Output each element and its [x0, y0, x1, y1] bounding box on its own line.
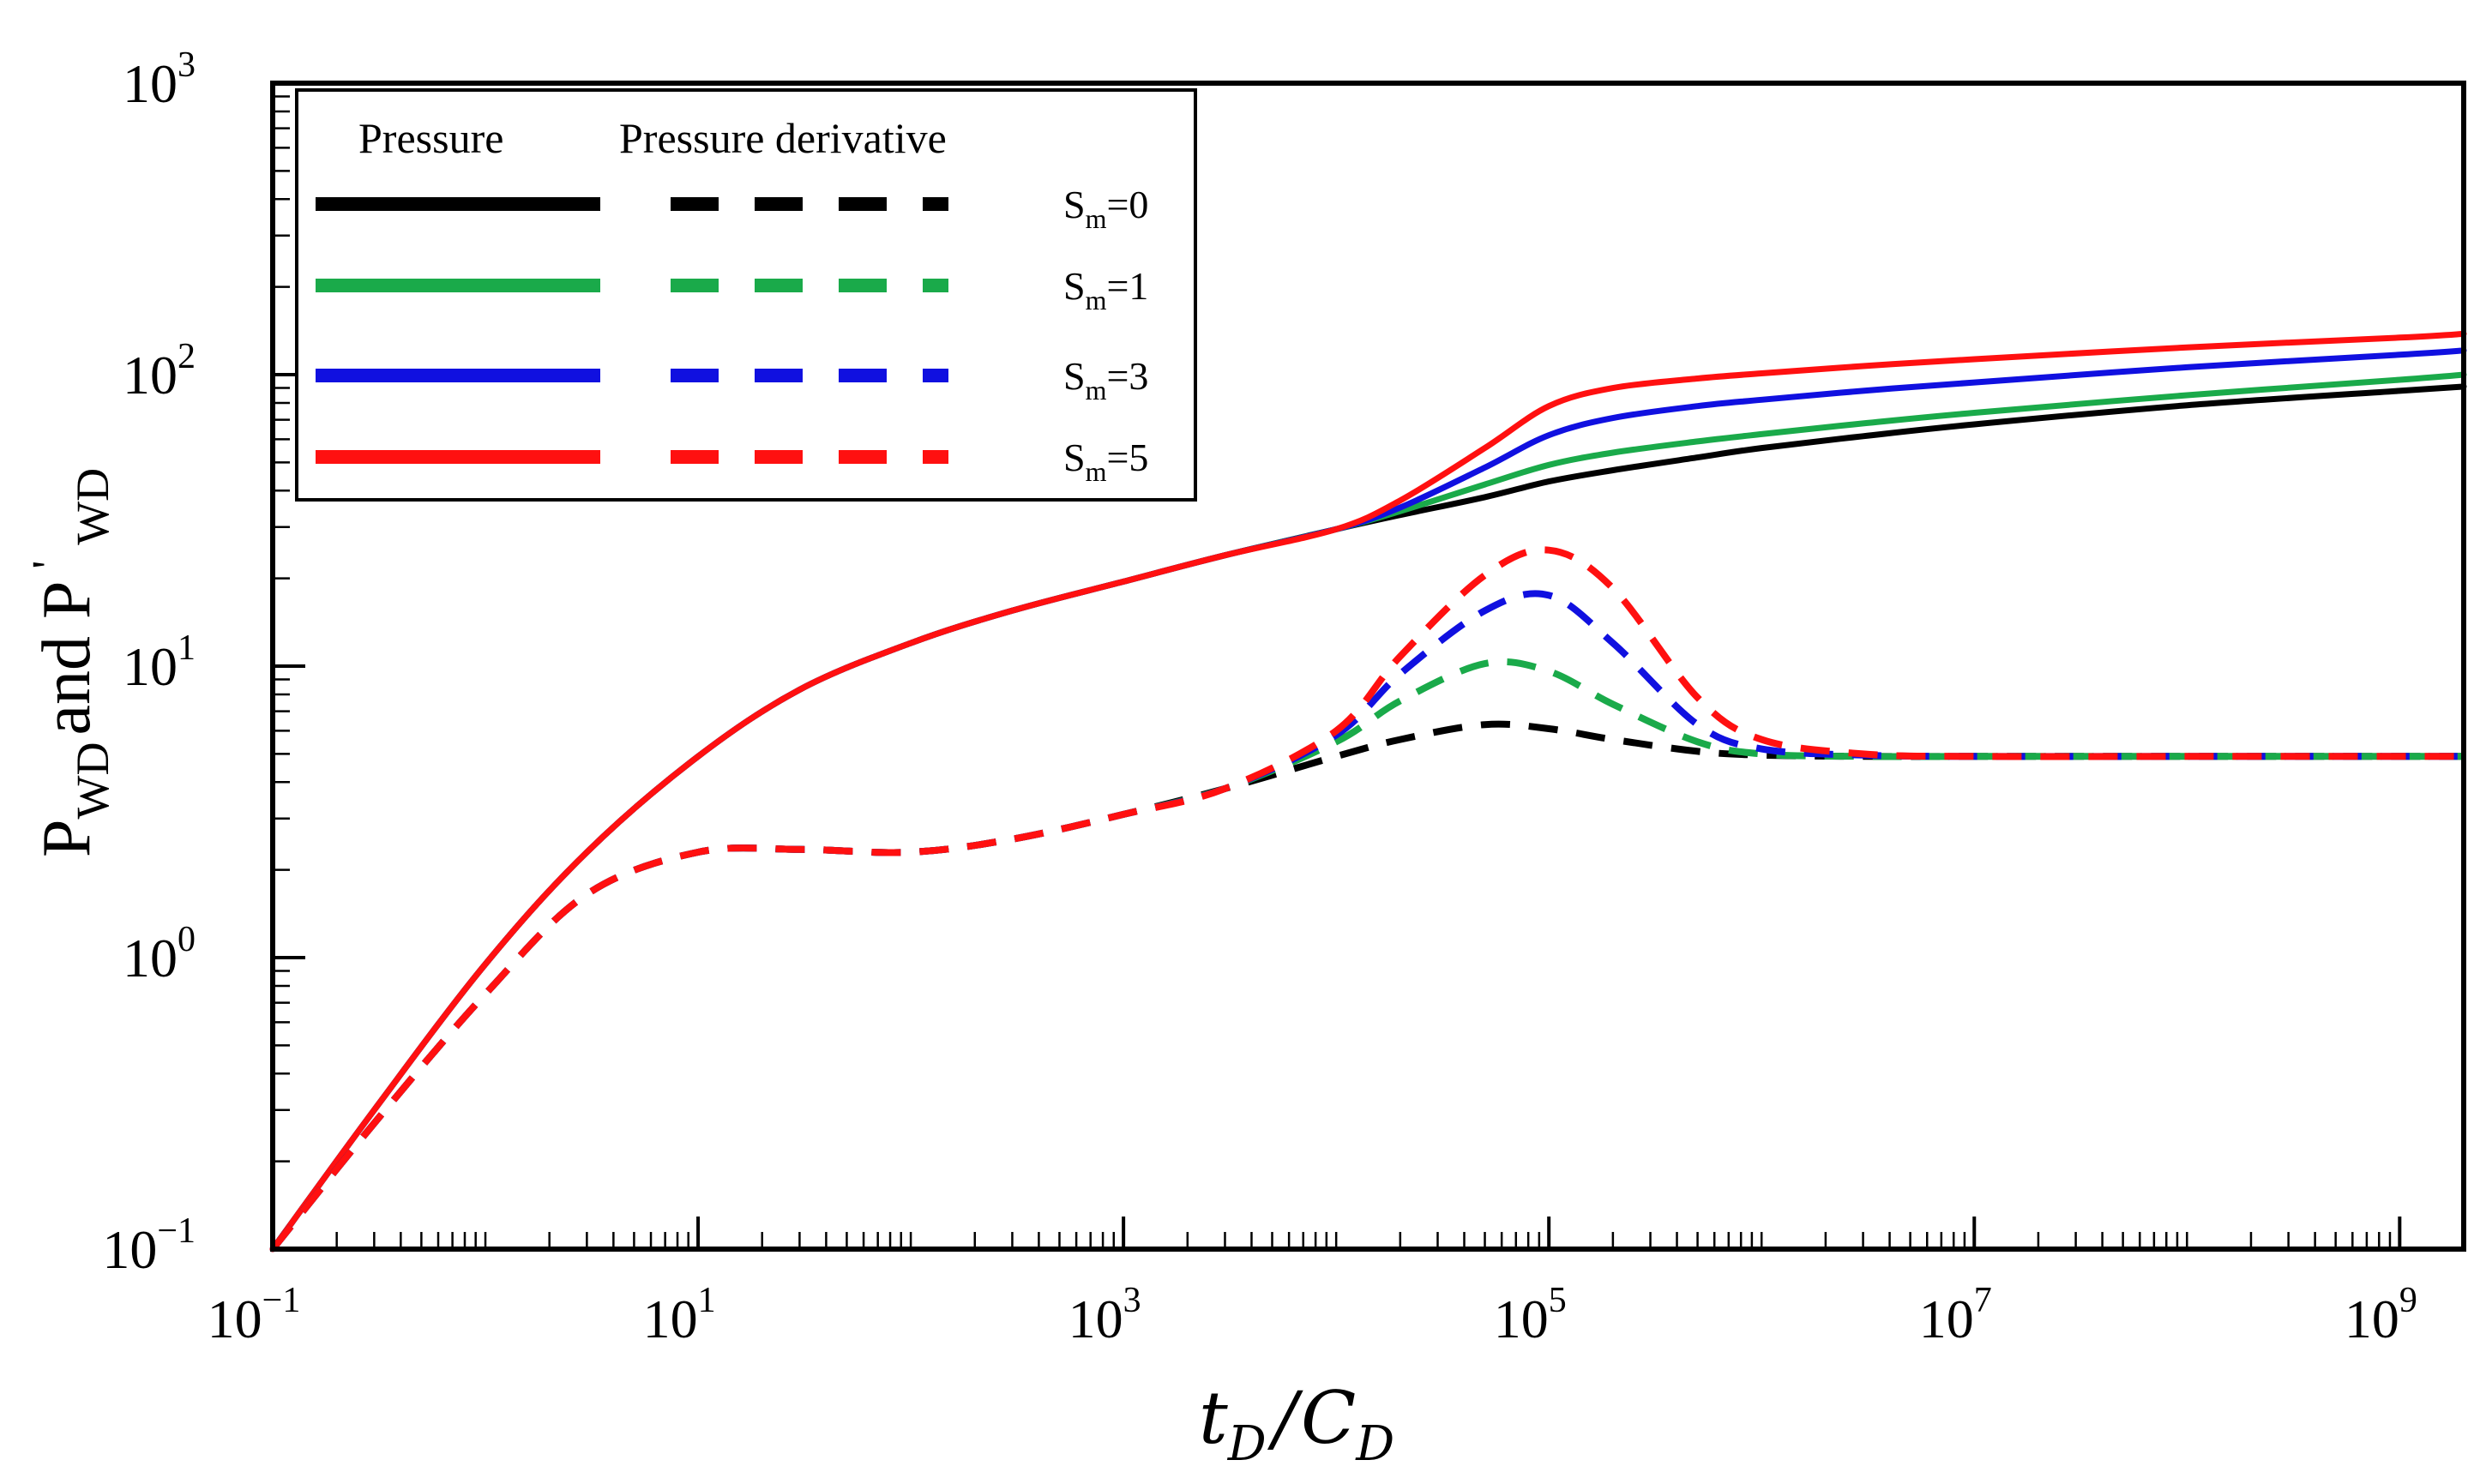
plot-frame	[270, 81, 2466, 1252]
curves	[269, 330, 2467, 1253]
x-tick-label: 10−1	[208, 1281, 301, 1349]
legend-header-derivative: Pressure derivative	[619, 114, 947, 162]
x-tick-label: 105	[1494, 1281, 1567, 1349]
x-label-t-sub: D	[1227, 1416, 1267, 1472]
y-tick-label: 103	[123, 45, 196, 114]
y-tick-labels: 10−1 100 101 102 103	[102, 45, 196, 1280]
x-axis-label: tD/CD	[1199, 1376, 1394, 1472]
legend-header-pressure: Pressure	[358, 114, 503, 162]
x-tick-label: 109	[2345, 1281, 2417, 1349]
x-label-c: C	[1301, 1376, 1356, 1460]
minor-ticks	[271, 95, 2465, 1251]
legend-box	[295, 88, 1197, 502]
y-tick-label: 102	[123, 337, 196, 406]
x-label-t: t	[1199, 1376, 1228, 1460]
legend-entry-label: Sm=1	[1063, 264, 1148, 315]
y-tick-label: 10−1	[102, 1211, 196, 1280]
pressure-curve	[269, 330, 2467, 1253]
y-label-prime: '	[22, 561, 74, 569]
legend-entry-label: Sm=5	[1063, 436, 1148, 487]
x-tick-labels: 10−1 101 103 105 107 109	[208, 1281, 2417, 1349]
x-label-slash: /	[1267, 1376, 1304, 1460]
y-tick-label: 100	[123, 920, 196, 988]
x-tick-label: 107	[1919, 1281, 1992, 1349]
y-axis-label: PWDand P'WD	[22, 468, 118, 857]
legend: Pressure Pressure derivative Sm=0Sm=1Sm=…	[295, 88, 1197, 502]
legend-entry-label: Sm=3	[1063, 354, 1148, 406]
y-label-mid: and P	[29, 581, 105, 736]
y-label-sub2: WD	[67, 468, 118, 545]
derivative-curve	[269, 546, 2464, 1252]
y-label-p1: P	[29, 820, 105, 858]
x-label-c-sub: D	[1355, 1416, 1394, 1472]
x-tick-label: 101	[643, 1281, 716, 1349]
legend-entries: Sm=0 Sm=1 Sm=3 Sm=5	[316, 183, 1148, 487]
legend-entry-label: Sm=0	[1063, 183, 1148, 234]
y-label-sub1: WD	[67, 742, 118, 820]
x-tick-label: 103	[1068, 1281, 1141, 1349]
y-tick-label: 101	[123, 628, 196, 697]
